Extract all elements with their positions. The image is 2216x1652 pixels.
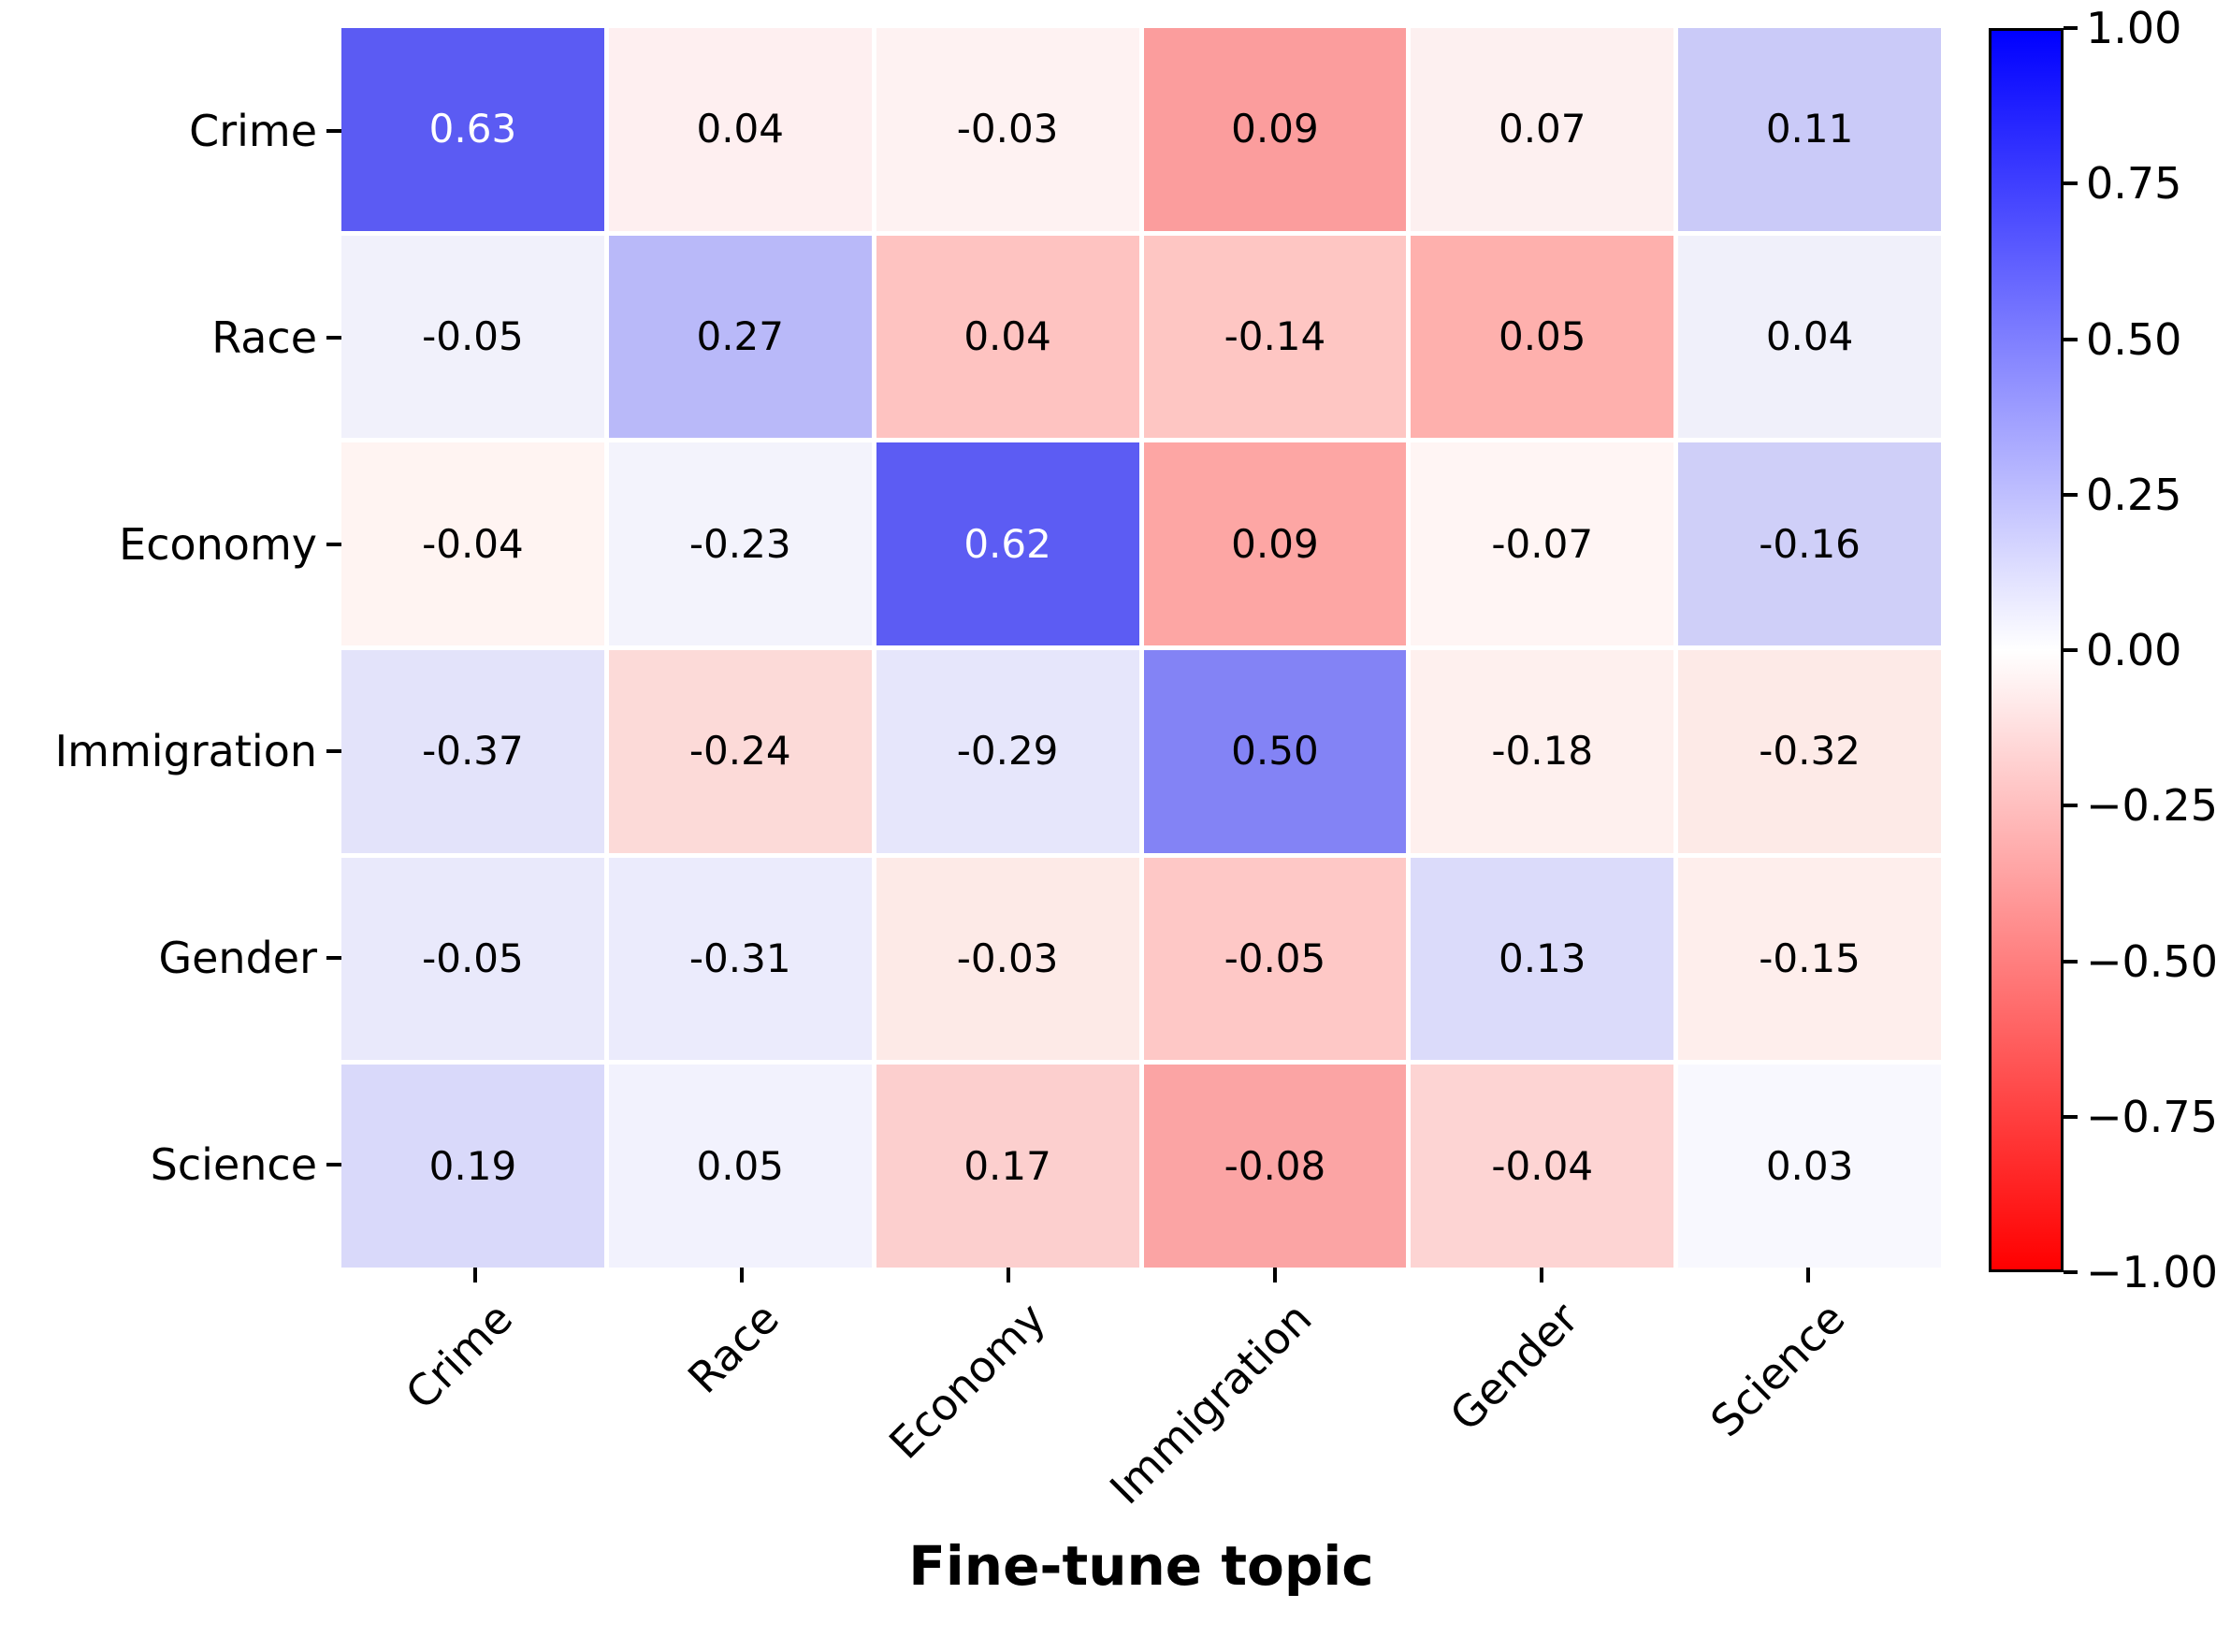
heatmap-cell-economy-crime: -0.04 — [341, 442, 604, 645]
heatmap-cell-race-race: 0.27 — [608, 235, 872, 439]
colorbar-tick-label: −0.50 — [2086, 935, 2216, 987]
colorbar-tick-label: 0.00 — [2086, 625, 2182, 675]
heatmap-cell-gender-immigration: -0.05 — [1143, 857, 1407, 1061]
y-tick-mark — [326, 1162, 341, 1167]
heatmap-cell-crime-gender: 0.07 — [1411, 28, 1674, 231]
heatmap-cell-immigration-science: -0.32 — [1678, 650, 1941, 853]
heatmap-cell-science-crime: 0.19 — [341, 1065, 604, 1268]
heatmap-cell-race-gender: 0.05 — [1411, 235, 1674, 439]
heatmap-cell-immigration-race: -0.24 — [608, 650, 872, 853]
y-tick-mark — [326, 955, 341, 960]
colorbar-tick-label: 0.75 — [2086, 158, 2182, 210]
y-tick-mark — [326, 748, 341, 753]
x-tick-mark — [1006, 1268, 1010, 1282]
heatmap-cell-crime-crime: 0.63 — [341, 28, 604, 231]
heatmap-cell-economy-immigration: 0.09 — [1143, 442, 1407, 645]
x-tick-mark — [739, 1268, 744, 1282]
x-tick-mark — [1805, 1268, 1810, 1282]
heatmap-cell-race-crime: -0.05 — [341, 235, 604, 439]
y-tick-label-gender: Gender — [158, 932, 317, 983]
heatmap-cell-race-economy: 0.04 — [876, 235, 1139, 439]
x-tick-mark — [1539, 1268, 1543, 1282]
heatmap-cell-gender-race: -0.31 — [608, 857, 872, 1061]
colorbar-tick-mark — [2064, 804, 2078, 808]
x-tick-label-gender: Gender — [1440, 1293, 1588, 1442]
heatmap-cell-immigration-crime: -0.37 — [341, 650, 604, 853]
y-tick-label-crime: Crime — [189, 106, 317, 157]
x-tick-label-science: Science — [1701, 1293, 1855, 1447]
y-tick-mark — [326, 129, 341, 134]
heatmap-cell-crime-immigration: 0.09 — [1143, 28, 1407, 231]
y-tick-mark — [326, 336, 341, 341]
colorbar-tick-mark — [2064, 26, 2078, 30]
heatmap-cell-gender-science: -0.15 — [1678, 857, 1941, 1061]
colorbar-tick-label: 0.25 — [2086, 469, 2182, 520]
x-axis-title: Fine-tune topic — [908, 1534, 1374, 1598]
heatmap-cell-immigration-gender: -0.18 — [1411, 650, 1674, 853]
heatmap-cell-crime-science: 0.11 — [1678, 28, 1941, 231]
heatmap-cell-crime-economy: -0.03 — [876, 28, 1139, 231]
colorbar-gradient — [1989, 28, 2064, 1272]
colorbar-tick-label: 0.50 — [2086, 313, 2182, 365]
heatmap-cell-immigration-immigration: 0.50 — [1143, 650, 1407, 853]
colorbar-tick-mark — [2064, 1270, 2078, 1274]
y-tick-label-science: Science — [150, 1138, 317, 1190]
heatmap-cell-economy-gender: -0.07 — [1411, 442, 1674, 645]
heatmap-cell-gender-gender: 0.13 — [1411, 857, 1674, 1061]
colorbar-tick-label: 1.00 — [2086, 3, 2182, 53]
x-tick-mark — [472, 1268, 477, 1282]
heatmap-cell-economy-economy: 0.62 — [876, 442, 1139, 645]
x-tick-label-economy: Economy — [878, 1293, 1055, 1469]
y-tick-label-race: Race — [211, 312, 317, 364]
heatmap-cell-race-science: 0.04 — [1678, 235, 1941, 439]
heatmap-cell-science-economy: 0.17 — [876, 1065, 1139, 1268]
heatmap-cell-gender-crime: -0.05 — [341, 857, 604, 1061]
heatmap-cell-economy-race: -0.23 — [608, 442, 872, 645]
heatmap-cell-race-immigration: -0.14 — [1143, 235, 1407, 439]
colorbar-tick-mark — [2064, 337, 2078, 341]
colorbar-tick-mark — [2064, 1114, 2078, 1119]
colorbar-tick-mark — [2064, 648, 2078, 652]
x-tick-label-crime: Crime — [395, 1293, 522, 1420]
x-tick-mark — [1272, 1268, 1277, 1282]
y-tick-label-economy: Economy — [119, 519, 317, 571]
heatmap-cell-economy-science: -0.16 — [1678, 442, 1941, 645]
heatmap-cell-science-science: 0.03 — [1678, 1065, 1941, 1268]
colorbar-tick-label: −0.25 — [2086, 780, 2216, 832]
y-tick-mark — [326, 543, 341, 547]
colorbar-tick-mark — [2064, 181, 2078, 186]
heatmap-cell-science-race: 0.05 — [608, 1065, 872, 1268]
y-tick-label-immigration: Immigration — [54, 725, 317, 776]
heatmap-cell-science-gender: -0.04 — [1411, 1065, 1674, 1268]
heatmap-cell-immigration-economy: -0.29 — [876, 650, 1139, 853]
colorbar-tick-mark — [2064, 492, 2078, 497]
colorbar-tick-label: −1.00 — [2086, 1247, 2216, 1297]
heatmap-cell-science-immigration: -0.08 — [1143, 1065, 1407, 1268]
heatmap-cell-gender-economy: -0.03 — [876, 857, 1139, 1061]
x-tick-label-race: Race — [677, 1293, 789, 1403]
x-tick-label-immigration: Immigration — [1100, 1293, 1322, 1514]
heatmap-grid: 0.63 0.04 -0.03 0.09 0.07 0.11 -0.05 0.27 0.04 -0… — [341, 28, 1941, 1268]
colorbar-tick-label: −0.75 — [2086, 1091, 2216, 1142]
heatmap-cell-crime-race: 0.04 — [608, 28, 872, 231]
colorbar-tick-mark — [2064, 959, 2078, 964]
